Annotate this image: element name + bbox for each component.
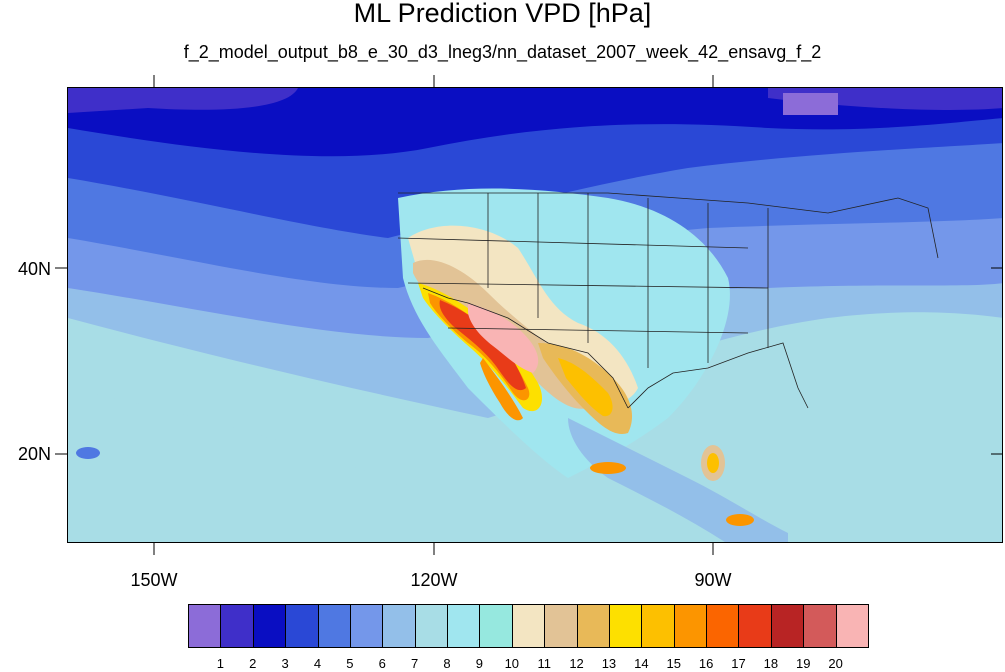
mexico-layer-14: [558, 358, 613, 417]
colorbar-swatch: [188, 604, 222, 648]
band-1: [68, 88, 298, 113]
colorbar-swatch: [511, 604, 546, 648]
us-layer-17: [439, 300, 526, 391]
colorbar-label: 18: [763, 656, 779, 671]
yucatan-patch: [590, 462, 626, 474]
colorbar-swatch: [447, 604, 481, 648]
band-7-south: [68, 388, 448, 542]
lat-label-20n: 20N: [18, 444, 52, 464]
colorbar-label: 3: [281, 656, 289, 671]
central-america: [568, 418, 788, 542]
map-title: ML Prediction VPD [hPa]: [353, 0, 652, 28]
country-borders: [397, 192, 939, 409]
colorbar-swatch: [738, 604, 772, 648]
colorbar-label: 12: [569, 656, 584, 671]
lon-label-120w: 120W: [410, 570, 458, 590]
map-subtitle: f_2_model_output_b8_e_30_d3_lneg3/nn_dat…: [183, 42, 822, 62]
colorbar-label: 6: [378, 656, 386, 671]
colorbar-label: 4: [313, 656, 322, 671]
colorbar-swatch: [576, 604, 610, 648]
colorbar-swatch: [706, 604, 740, 648]
colorbar-swatch: [317, 604, 351, 648]
band-0-patch: [783, 93, 838, 115]
colorbar-label: 13: [601, 656, 617, 671]
vpd-map: [67, 87, 1003, 543]
colorbar-swatch: [479, 604, 513, 648]
caribbean-hotspot-inner: [707, 453, 719, 473]
lat-label-40n: 40N: [18, 259, 52, 279]
panama-patch: [726, 514, 754, 526]
colorbar-swatch: [252, 604, 287, 648]
colorbar-label: 10: [504, 656, 520, 671]
band-2: [68, 88, 1002, 157]
lon-label-90w: 90W: [694, 570, 732, 590]
us-layer-20: [468, 303, 539, 373]
colorbar-label: 14: [634, 656, 649, 671]
lon-label-150w: 150W: [130, 570, 178, 590]
hawaii-patch: [76, 447, 100, 459]
colorbar-label: 20: [828, 656, 843, 671]
colorbar-swatch: [641, 604, 675, 648]
colorbar-swatch: [285, 604, 319, 648]
colorbar-swatch: [608, 604, 643, 648]
colorbar-label: 2: [249, 656, 257, 671]
colorbar-label: 1: [216, 656, 224, 671]
colorbar-swatch: [803, 604, 837, 648]
colorbar: [188, 604, 869, 648]
colorbar-label: 16: [698, 656, 714, 671]
colorbar-label: 11: [537, 656, 551, 671]
colorbar-label: 9: [475, 656, 484, 671]
colorbar-label: 19: [796, 656, 811, 671]
colorbar-swatch: [835, 604, 869, 648]
colorbar-label: 17: [731, 656, 746, 671]
colorbar-swatch: [770, 604, 805, 648]
colorbar-swatch: [382, 604, 416, 648]
colorbar-label: 5: [346, 656, 354, 671]
colorbar-swatch: [220, 604, 254, 648]
colorbar-swatch: [673, 604, 708, 648]
colorbar-swatch: [414, 604, 449, 648]
colorbar-swatch: [544, 604, 578, 648]
colorbar-swatch: [349, 604, 384, 648]
colorbar-label: 15: [666, 656, 681, 671]
colorbar-label: 7: [411, 656, 419, 671]
baja-layer: [480, 358, 523, 421]
colorbar-label: 8: [443, 656, 451, 671]
